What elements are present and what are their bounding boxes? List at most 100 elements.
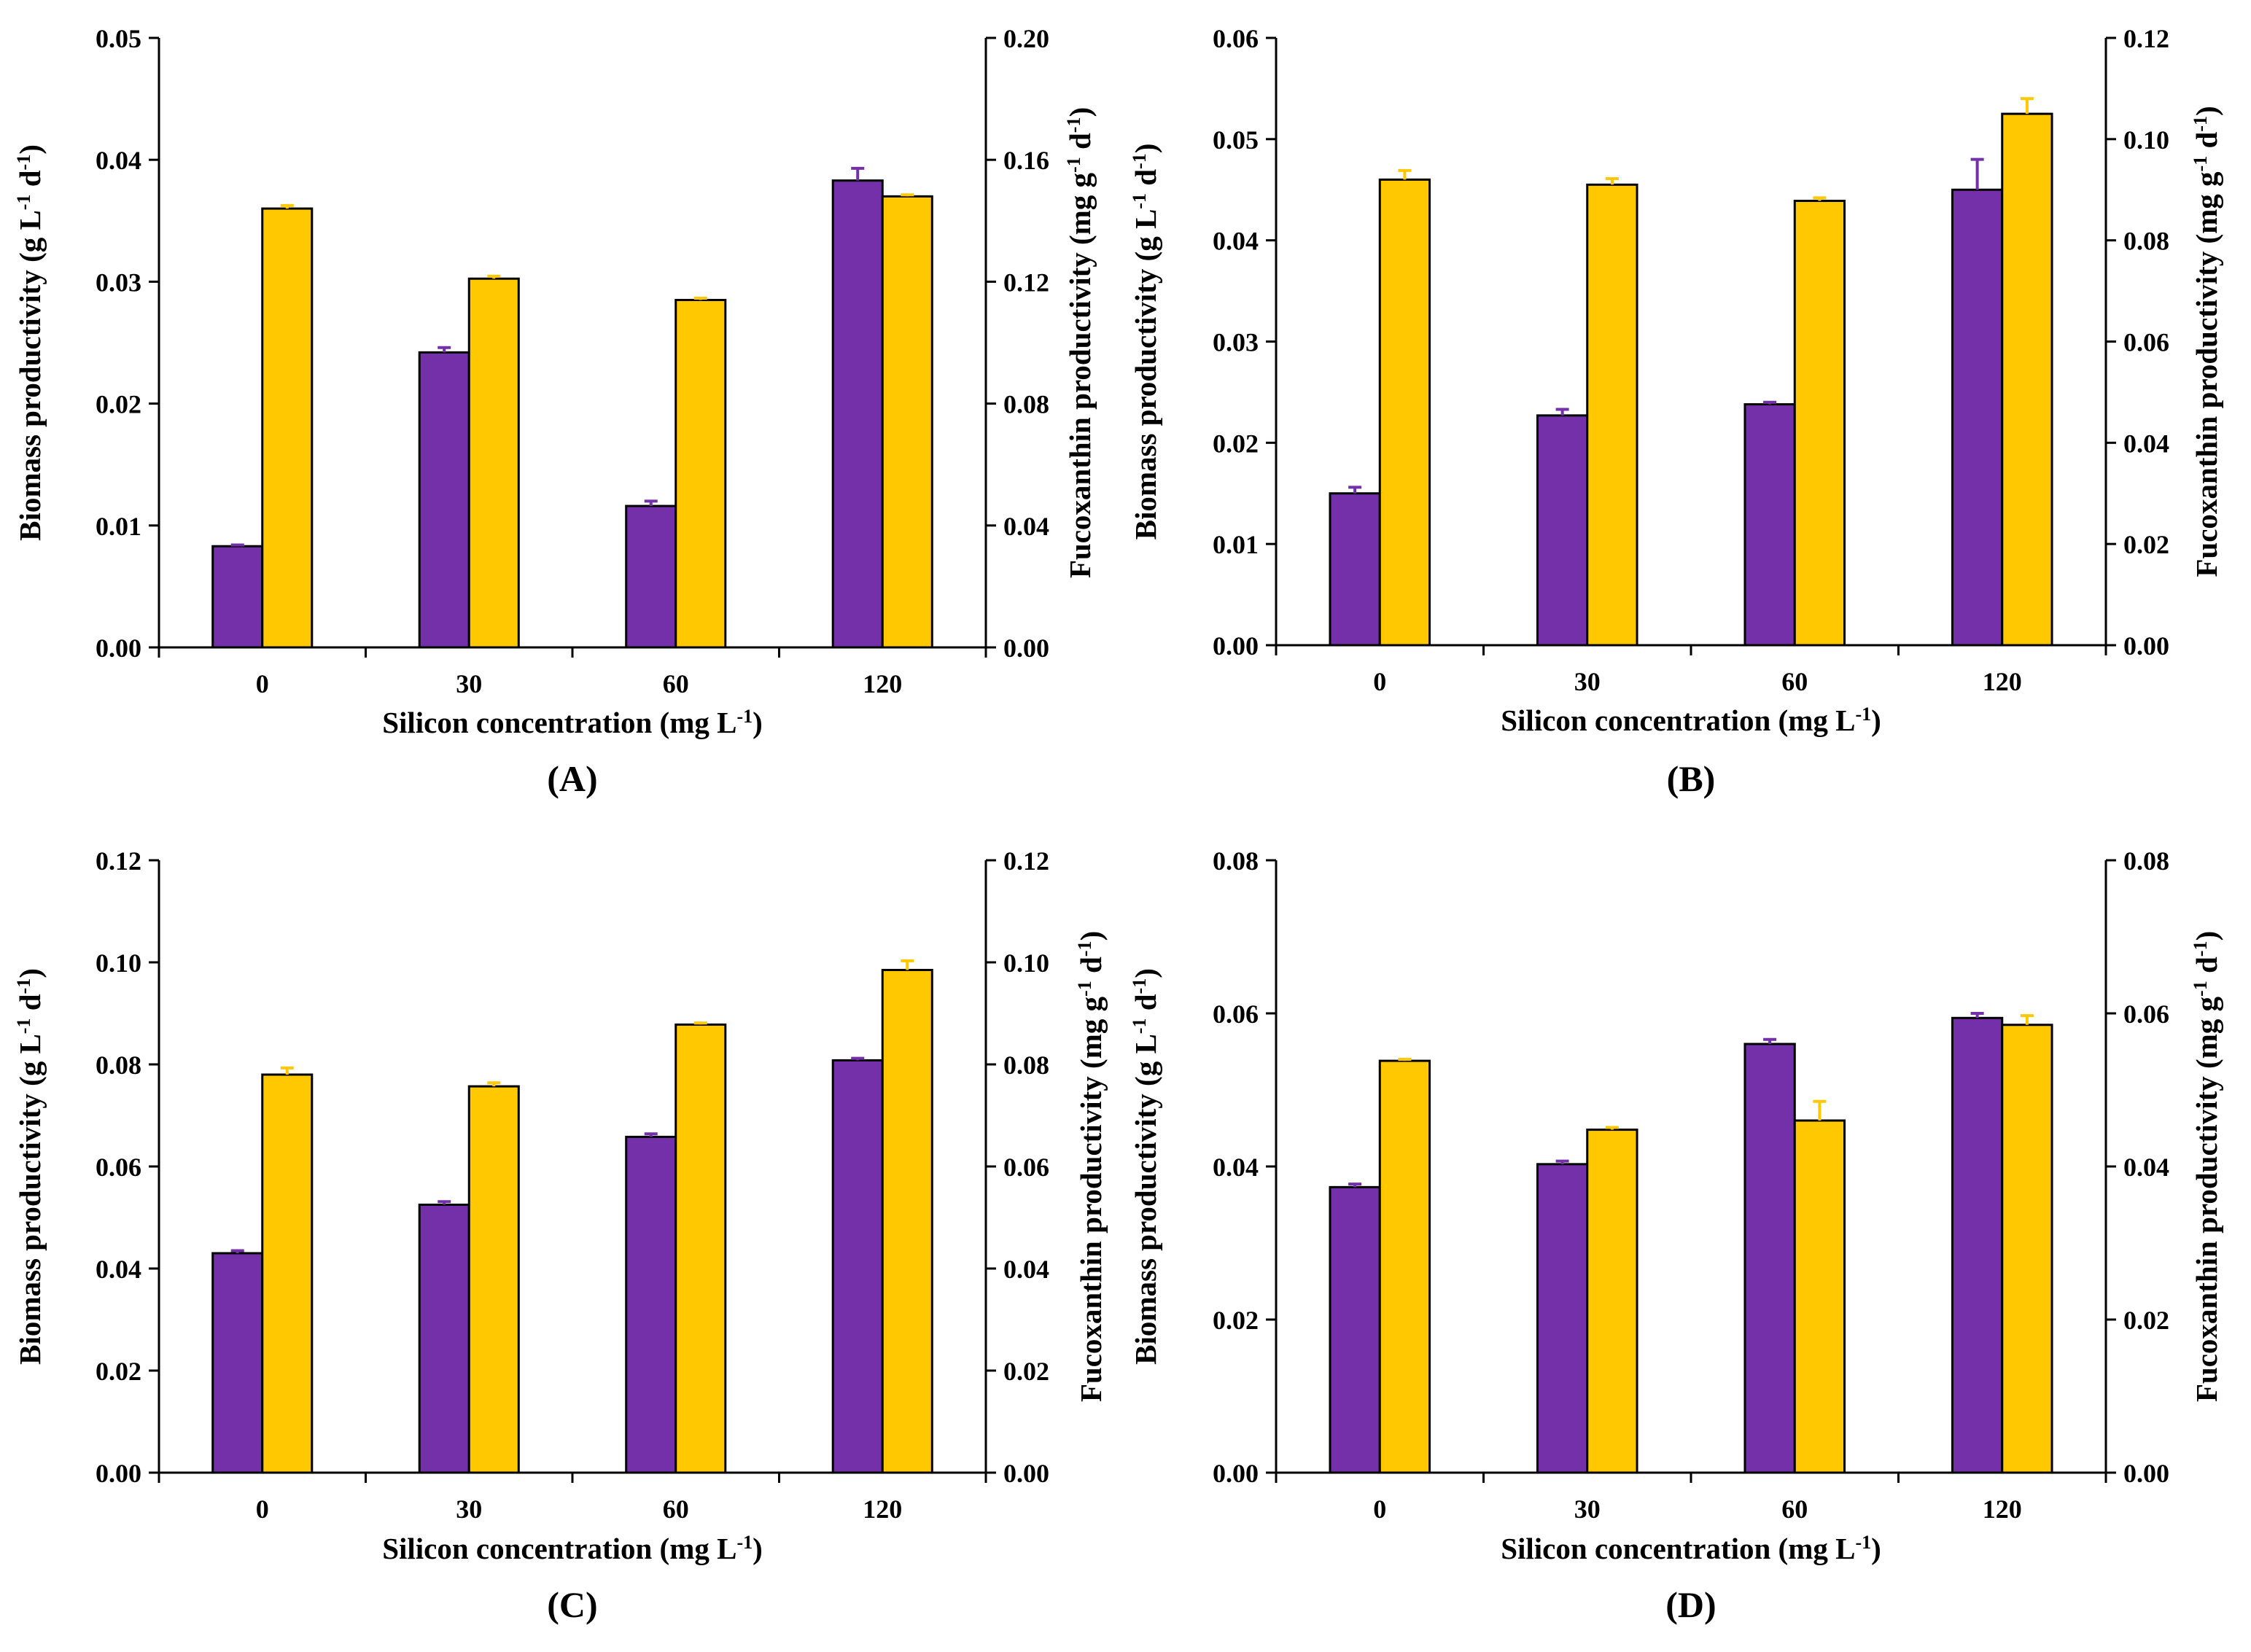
right-tick-label: 0.06: [2123, 328, 2169, 357]
right-tick-label: 0.16: [1003, 146, 1049, 175]
biomass-error-bar-0: [1348, 486, 1362, 494]
right-tick-label: 0.02: [1003, 1357, 1049, 1386]
right-tick-label: 0.04: [2123, 429, 2169, 458]
fucoxanthin-bar-60: [1793, 1119, 1846, 1474]
biomass-error-bar-30: [438, 1200, 451, 1205]
right-tick-label: 0.06: [2123, 1000, 2169, 1029]
right-tick-label: 0.08: [1003, 1051, 1049, 1080]
fucoxanthin-bar-60: [674, 298, 727, 649]
x-axis-title: Silicon concentration (mg L-1): [1501, 704, 1881, 738]
left-tick-label: 0.08: [1213, 846, 1259, 876]
biomass-error-bar-120: [851, 1056, 865, 1061]
fucoxanthin-bar-120: [2001, 1024, 2053, 1474]
x-tick-label: 120: [863, 1495, 902, 1524]
x-tick-label: 60: [1781, 667, 1808, 696]
right-tick-label: 0.12: [1003, 268, 1049, 297]
fucoxanthin-bar-30: [1586, 1129, 1638, 1474]
chart-panel-a: 0.00 0.01 0.02 0.03 0.04 0.05 0.00 0.04 0.08 0.12…: [13, 24, 1097, 799]
chart-panel-c: 0.00 0.02 0.04 0.06 0.08 0.10 0.12 0.00 0.02 0.04…: [13, 846, 1108, 1625]
x-axis-title: Silicon concentration (mg L-1): [382, 1532, 763, 1566]
fucoxanthin-error-bar-60: [693, 296, 707, 300]
right-tick-label: 0.00: [2123, 1459, 2169, 1488]
fucoxanthin-error-bar-60: [1813, 196, 1827, 201]
left-tick-label: 0.10: [96, 948, 141, 978]
x-tick-label: 0: [1373, 1495, 1386, 1524]
biomass-error-bar-120: [1970, 157, 1984, 190]
biomass-bar-30: [418, 1204, 470, 1474]
fucoxanthin-error-bar-60: [693, 1021, 707, 1025]
fucoxanthin-bar-0: [1378, 1059, 1431, 1474]
fucoxanthin-error-bar-120: [2020, 1014, 2034, 1025]
panel-label: (B): [1667, 758, 1716, 799]
fucoxanthin-bar-0: [261, 1073, 314, 1474]
fucoxanthin-error-bar-30: [1605, 176, 1619, 185]
fucoxanthin-bar-0: [1378, 178, 1431, 647]
fucoxanthin-bar-60: [674, 1023, 727, 1474]
fucoxanthin-error-bar-30: [487, 274, 501, 279]
left-tick-label: 0.02: [96, 390, 141, 419]
x-tick-label: 120: [863, 669, 902, 698]
biomass-error-bar-60: [1763, 400, 1777, 405]
biomass-bar-30: [1536, 1163, 1589, 1474]
left-tick-label: 0.08: [96, 1051, 141, 1080]
right-tick-label: 0.04: [1003, 512, 1049, 541]
biomass-bar-60: [1743, 403, 1796, 647]
biomass-error-bar-120: [1970, 1012, 1984, 1018]
x-tick-label: 0: [256, 1495, 269, 1524]
right-tick-label: 0.00: [1003, 1459, 1049, 1488]
fucoxanthin-error-bar-0: [1398, 1058, 1412, 1061]
left-tick-label: 0.00: [96, 1459, 141, 1488]
biomass-bar-120: [1951, 1016, 2004, 1474]
x-tick-label: 60: [663, 1495, 689, 1524]
fucoxanthin-error-bar-0: [280, 1066, 294, 1075]
left-tick-label: 0.04: [1213, 1153, 1259, 1182]
x-tick-label: 30: [1574, 667, 1601, 696]
left-tick-label: 0.12: [96, 846, 141, 876]
fucoxanthin-error-bar-120: [901, 959, 914, 970]
right-tick-label: 0.06: [1003, 1153, 1049, 1182]
chart-panel-d: 0.00 0.02 0.04 0.06 0.08 0.00 0.02 0.04 0.06 0.08…: [1129, 846, 2224, 1625]
biomass-bar-60: [625, 1135, 677, 1474]
right-tick-label: 0.00: [2123, 631, 2169, 661]
left-tick-label: 0.01: [96, 512, 141, 541]
right-y-axis-title: Fucoxanthin productivity (mg g-1 d-1): [2190, 931, 2224, 1402]
fucoxanthin-bar-120: [881, 195, 933, 649]
biomass-bar-30: [418, 351, 470, 649]
left-tick-label: 0.00: [96, 634, 141, 663]
biomass-error-bar-30: [1555, 408, 1569, 416]
fucoxanthin-bar-30: [467, 1085, 520, 1474]
panel-label: (D): [1665, 1584, 1716, 1625]
left-tick-label: 0.00: [1213, 631, 1259, 661]
fucoxanthin-error-bar-0: [280, 203, 294, 209]
panel-label: (A): [547, 758, 597, 799]
fucoxanthin-error-bar-30: [1605, 1126, 1619, 1130]
biomass-error-bar-60: [644, 499, 658, 507]
biomass-bar-60: [625, 504, 677, 649]
right-tick-label: 0.10: [1003, 948, 1049, 978]
fucoxanthin-error-bar-30: [487, 1081, 501, 1087]
left-tick-label: 0.04: [96, 1255, 141, 1284]
right-tick-label: 0.04: [2123, 1153, 2169, 1182]
right-tick-label: 0.08: [2123, 846, 2169, 876]
right-tick-label: 0.08: [1003, 390, 1049, 419]
left-tick-label: 0.02: [1213, 1306, 1259, 1335]
fucoxanthin-bar-120: [881, 969, 933, 1474]
biomass-bar-0: [1329, 1185, 1381, 1474]
right-tick-label: 0.12: [1003, 846, 1049, 876]
fucoxanthin-bar-30: [467, 277, 520, 649]
biomass-error-bar-60: [1763, 1037, 1777, 1044]
chart-panel-b: 0.00 0.01 0.02 0.03 0.04 0.05 0.06 0.00 0.02 0.04…: [1129, 24, 2224, 799]
left-tick-label: 0.04: [1213, 227, 1259, 256]
right-tick-label: 0.04: [1003, 1255, 1049, 1284]
right-tick-label: 0.02: [2123, 530, 2169, 559]
left-tick-label: 0.05: [96, 24, 141, 53]
biomass-error-bar-30: [438, 346, 451, 353]
panel-label: (C): [547, 1584, 597, 1625]
x-axis-title: Silicon concentration (mg L-1): [382, 706, 763, 740]
biomass-error-bar-30: [1555, 1159, 1569, 1164]
x-tick-label: 120: [1983, 667, 2022, 696]
left-tick-label: 0.03: [96, 268, 141, 297]
right-tick-label: 0.08: [2123, 227, 2169, 256]
left-tick-label: 0.02: [96, 1357, 141, 1386]
